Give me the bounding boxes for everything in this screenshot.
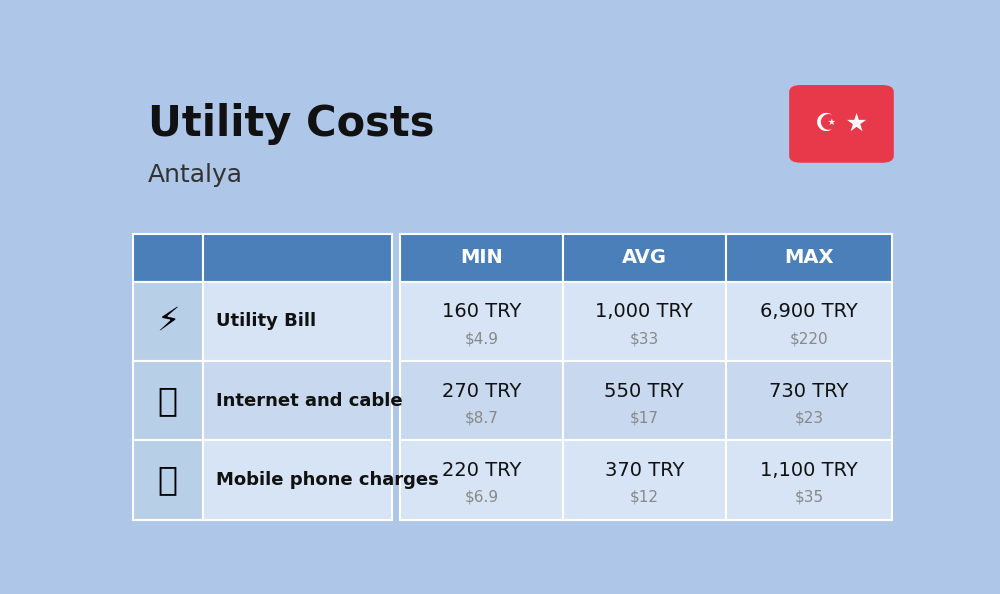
Text: Internet and cable: Internet and cable <box>216 391 403 410</box>
Text: ⚡: ⚡ <box>156 305 179 338</box>
FancyBboxPatch shape <box>400 233 563 282</box>
Text: 220 TRY: 220 TRY <box>442 461 521 480</box>
Text: 1,000 TRY: 1,000 TRY <box>595 302 693 321</box>
FancyBboxPatch shape <box>133 233 202 282</box>
FancyBboxPatch shape <box>400 282 563 361</box>
Text: $12: $12 <box>630 490 659 505</box>
FancyBboxPatch shape <box>133 361 202 440</box>
FancyBboxPatch shape <box>726 233 892 282</box>
FancyBboxPatch shape <box>133 282 202 361</box>
FancyBboxPatch shape <box>400 440 563 520</box>
Text: 160 TRY: 160 TRY <box>442 302 521 321</box>
FancyBboxPatch shape <box>563 361 726 440</box>
FancyBboxPatch shape <box>563 233 726 282</box>
Text: 550 TRY: 550 TRY <box>604 381 684 400</box>
Text: 📱: 📱 <box>158 463 178 497</box>
Text: 730 TRY: 730 TRY <box>769 381 849 400</box>
Text: 1,100 TRY: 1,100 TRY <box>760 461 858 480</box>
Text: 270 TRY: 270 TRY <box>442 381 521 400</box>
Text: $6.9: $6.9 <box>464 490 499 505</box>
Text: AVG: AVG <box>622 248 667 267</box>
Text: ☪ ★: ☪ ★ <box>815 112 868 136</box>
Text: $4.9: $4.9 <box>464 331 498 346</box>
Text: $8.7: $8.7 <box>465 410 498 425</box>
FancyBboxPatch shape <box>563 282 726 361</box>
FancyBboxPatch shape <box>400 361 563 440</box>
Text: $23: $23 <box>794 410 824 425</box>
FancyBboxPatch shape <box>202 440 392 520</box>
Text: $220: $220 <box>790 331 828 346</box>
FancyBboxPatch shape <box>726 282 892 361</box>
Text: 370 TRY: 370 TRY <box>605 461 684 480</box>
FancyBboxPatch shape <box>133 440 202 520</box>
FancyBboxPatch shape <box>202 233 392 282</box>
Text: $35: $35 <box>794 490 824 505</box>
FancyBboxPatch shape <box>202 361 392 440</box>
Text: 📶: 📶 <box>158 384 178 417</box>
FancyBboxPatch shape <box>789 85 894 163</box>
Text: MAX: MAX <box>784 248 834 267</box>
Text: Mobile phone charges: Mobile phone charges <box>216 471 439 489</box>
FancyBboxPatch shape <box>726 440 892 520</box>
Text: MIN: MIN <box>460 248 503 267</box>
Text: Antalya: Antalya <box>148 163 243 187</box>
FancyBboxPatch shape <box>202 282 392 361</box>
Text: Utility Bill: Utility Bill <box>216 312 317 330</box>
Text: $17: $17 <box>630 410 659 425</box>
FancyBboxPatch shape <box>563 440 726 520</box>
Text: $33: $33 <box>630 331 659 346</box>
FancyBboxPatch shape <box>726 361 892 440</box>
Text: 6,900 TRY: 6,900 TRY <box>760 302 858 321</box>
Text: Utility Costs: Utility Costs <box>148 103 435 146</box>
